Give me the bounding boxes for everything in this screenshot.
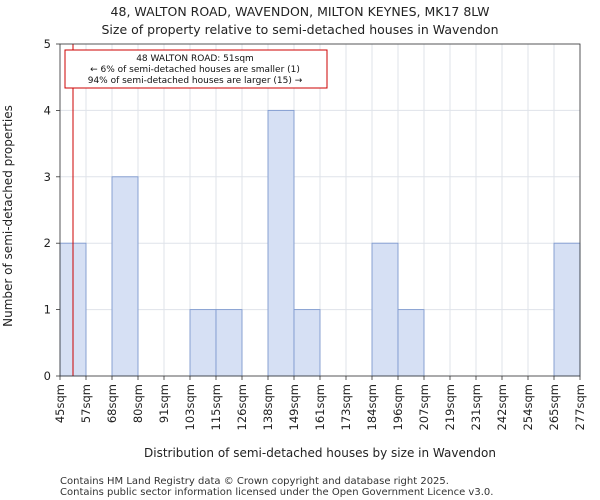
y-axis-label: Number of semi-detached properties (1, 105, 15, 327)
bar-196sqm (397, 309, 425, 377)
x-tick-label: 103sqm (183, 384, 197, 430)
y-tick-label: 0 (44, 369, 51, 383)
bar-68sqm (111, 176, 139, 377)
y-tick-label: 4 (44, 103, 51, 117)
x-tick-label: 184sqm (365, 384, 379, 430)
footer-line1: Contains HM Land Registry data © Crown c… (60, 476, 449, 487)
x-tick-label: 138sqm (261, 384, 275, 430)
x-tick-label: 80sqm (131, 384, 145, 423)
annotation-line2: ← 6% of semi-detached houses are smaller… (90, 65, 300, 75)
bar-184sqm (371, 242, 399, 377)
annotation-line1: 48 WALTON ROAD: 51sqm (136, 54, 254, 64)
bar-149sqm (293, 309, 321, 377)
chart-title-line1: 48, WALTON ROAD, WAVENDON, MILTON KEYNES… (111, 4, 490, 19)
y-tick-label: 2 (44, 236, 51, 250)
x-tick-label: 115sqm (209, 384, 223, 430)
y-axis-ticks: 0 1 2 3 4 5 (44, 37, 60, 383)
bar-265sqm (553, 242, 581, 377)
y-tick-label: 3 (44, 170, 51, 184)
x-axis-ticks: 45sqm 57sqm 68sqm 80sqm 91sqm 103sqm 115sqm 126… (53, 376, 587, 430)
annotation-frame (64, 49, 328, 89)
footer-line2: Contains public sector information licen… (60, 487, 493, 498)
bar-103sqm (189, 309, 217, 377)
x-tick-label: 45sqm (53, 384, 67, 423)
annotation-box: 48 WALTON ROAD: 51sqm ← 6% of semi-detac… (64, 49, 328, 89)
x-tick-label: 207sqm (417, 384, 431, 430)
x-tick-label: 277sqm (573, 384, 587, 430)
x-tick-label: 91sqm (157, 384, 171, 423)
x-tick-label: 254sqm (521, 384, 535, 430)
x-tick-label: 149sqm (287, 384, 301, 430)
x-tick-label: 231sqm (469, 384, 483, 430)
x-tick-label: 173sqm (339, 384, 353, 430)
chart-title-line2: Size of property relative to semi-detach… (101, 22, 498, 37)
y-tick-label: 5 (44, 37, 51, 51)
x-tick-label: 57sqm (79, 384, 93, 423)
x-axis-label: Distribution of semi-detached houses by … (144, 446, 496, 460)
x-tick-label: 219sqm (443, 384, 457, 430)
y-tick-label: 1 (44, 303, 51, 317)
x-tick-label: 126sqm (235, 384, 249, 430)
x-tick-label: 196sqm (391, 384, 405, 430)
annotation-line3: 94% of semi-detached houses are larger (… (88, 76, 303, 86)
x-tick-label: 265sqm (547, 384, 561, 430)
bar-138sqm (267, 109, 295, 377)
x-tick-label: 68sqm (105, 384, 119, 423)
bar-115sqm (215, 309, 243, 377)
x-tick-label: 242sqm (495, 384, 509, 430)
x-tick-label: 161sqm (313, 384, 327, 430)
